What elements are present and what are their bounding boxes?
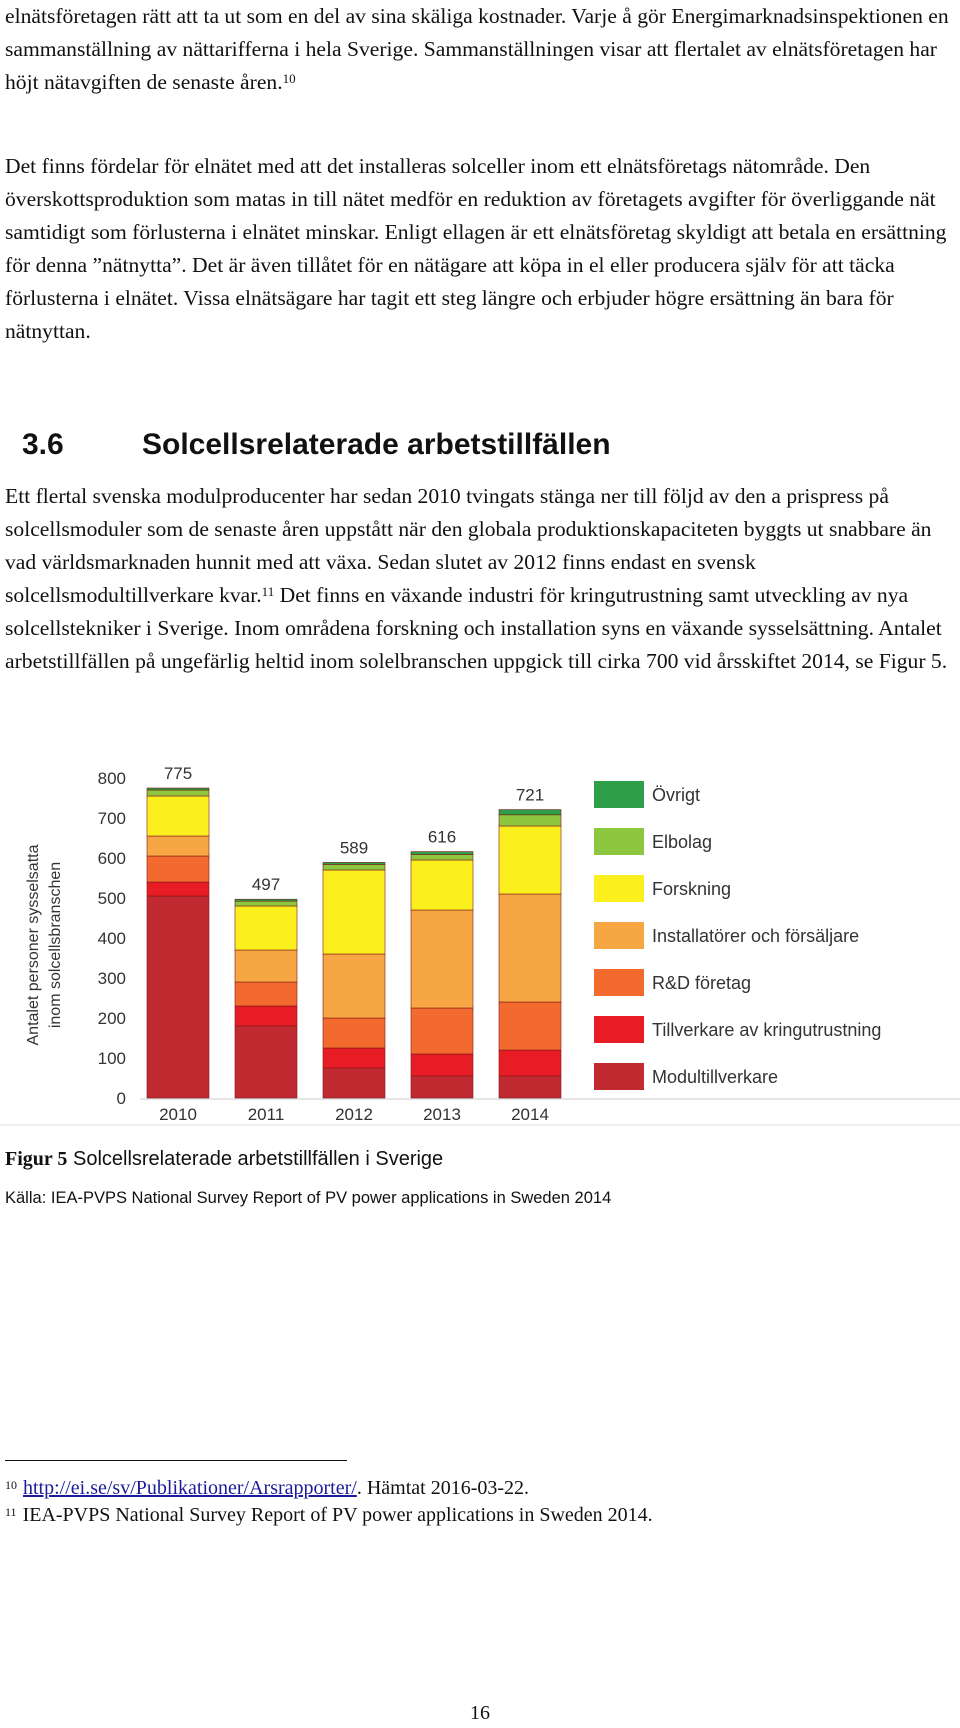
paragraph-1: elnätsföretagen rätt att ta ut som en de… <box>5 4 949 94</box>
bar-segment <box>234 898 298 902</box>
y-tick-label: 600 <box>98 849 126 868</box>
legend-swatch <box>594 969 644 996</box>
x-tick-label: 2014 <box>511 1105 549 1124</box>
y-tick-label: 200 <box>98 1009 126 1028</box>
y-tick-label: 500 <box>98 889 126 908</box>
data-label-total: 616 <box>428 828 456 847</box>
bar-segment <box>146 789 210 797</box>
figure-source: Källa: IEA-PVPS National Survey Report o… <box>5 1189 612 1207</box>
footnote-text: IEA-PVPS National Survey Report of PV po… <box>22 1504 653 1526</box>
y-tick-label: 800 <box>98 769 126 788</box>
bar-segment <box>146 895 210 1099</box>
footnote-11: 11 IEA-PVPS National Survey Report of PV … <box>5 1502 653 1528</box>
legend-label: R&D företag <box>652 973 751 993</box>
figure-caption: Figur 5 Solcellsrelaterade arbetstillfäl… <box>5 1148 443 1171</box>
x-tick-label: 2013 <box>423 1105 461 1124</box>
legend-label: Elbolag <box>652 832 712 852</box>
x-tick-label: 2011 <box>248 1105 285 1124</box>
y-tick-label: 400 <box>98 929 126 948</box>
bar-segment <box>146 835 210 857</box>
legend-label: Tillverkare av kringutrustning <box>652 1020 881 1040</box>
bar-segment <box>146 787 210 791</box>
legend-swatch <box>594 922 644 949</box>
bar-segment <box>498 893 562 1003</box>
bar-segment <box>410 851 474 855</box>
y-tick-label: 100 <box>98 1049 126 1068</box>
data-label-total: 775 <box>164 764 192 783</box>
bar-segment <box>410 1007 474 1055</box>
paragraph-3: Ett flertal svenska modulproducenter har… <box>5 484 948 673</box>
bar-segment <box>234 905 298 951</box>
bar-segment <box>322 953 386 1019</box>
data-label-total: 721 <box>516 786 544 805</box>
stacked-bar-chart: Antalet personer sysselsatta inom solcell… <box>0 764 960 1126</box>
legend-swatch <box>594 1016 644 1043</box>
y-tick-label: 0 <box>117 1089 126 1108</box>
bar-segment <box>410 1053 474 1077</box>
bar-segment <box>234 981 298 1007</box>
footnote-ref-11: 11 <box>261 584 275 599</box>
bar-segment <box>146 795 210 837</box>
bar-segment <box>146 855 210 883</box>
bar-segment <box>322 862 386 865</box>
x-tick-label: 2010 <box>159 1105 197 1124</box>
footnote-divider <box>5 1460 347 1461</box>
legend-label: Installatörer och försäljare <box>652 926 859 946</box>
footnote-number: 11 <box>5 1505 17 1519</box>
bar-segment <box>498 809 562 816</box>
section-title: Solcellsrelaterade arbetstillfällen <box>142 428 611 461</box>
bar-segment <box>498 814 562 827</box>
bar-segment <box>322 1017 386 1049</box>
bar-segment <box>410 909 474 1009</box>
bar-segment <box>498 825 562 895</box>
section-number: 3.6 <box>22 428 64 461</box>
footnote-link[interactable]: http://ei.se/sv/Publikationer/Arsrapport… <box>23 1477 357 1499</box>
bar-segment <box>498 1001 562 1051</box>
paragraph-2: Det finns fördelar för elnätet med att d… <box>5 154 947 343</box>
bar-segment <box>234 949 298 983</box>
y-axis-label: Antalet personer sysselsatta inom solcell… <box>25 844 64 1045</box>
section-heading: 3.6 Solcellsrelaterade arbetstillfällen <box>22 425 611 465</box>
footnote-10: 10 http://ei.se/sv/Publikationer/Arsrappo… <box>5 1477 530 1499</box>
legend-swatch <box>594 828 644 855</box>
legend-label: Övrigt <box>652 785 700 805</box>
legend-label: Forskning <box>652 879 731 899</box>
bar-segment <box>322 1067 386 1099</box>
employment-chart: Antalet personer sysselsatta inom solcell… <box>0 755 960 1135</box>
bar-segment <box>498 1049 562 1077</box>
bar-segment <box>410 854 474 861</box>
bar-segment <box>410 1075 474 1099</box>
bar-segment <box>234 1025 298 1099</box>
bar-segment <box>410 859 474 911</box>
y-tick-label: 300 <box>98 969 126 988</box>
y-tick-label: 700 <box>98 809 126 828</box>
legend-swatch <box>594 1063 644 1090</box>
legend-label: Modultillverkare <box>652 1067 778 1087</box>
data-label-total: 497 <box>252 875 280 894</box>
figure-label: Figur 5 <box>5 1148 68 1170</box>
data-label-total: 589 <box>340 838 368 857</box>
legend-swatch <box>594 875 644 902</box>
bar-segment <box>498 1075 562 1099</box>
page-number: 16 <box>470 1702 490 1724</box>
legend-swatch <box>594 781 644 808</box>
x-tick-label: 2012 <box>335 1105 373 1124</box>
footnote-ref-10: 10 <box>282 71 296 86</box>
bar-segment <box>322 869 386 955</box>
bar-segment <box>322 1047 386 1069</box>
bar-segment <box>234 900 298 907</box>
bar-segment <box>234 1005 298 1027</box>
bar-segment <box>146 881 210 897</box>
bar-segment <box>322 864 386 871</box>
figure-caption-text: Solcellsrelaterade arbetstillfällen i Sv… <box>72 1148 444 1170</box>
footnote-number: 10 <box>5 1478 17 1492</box>
